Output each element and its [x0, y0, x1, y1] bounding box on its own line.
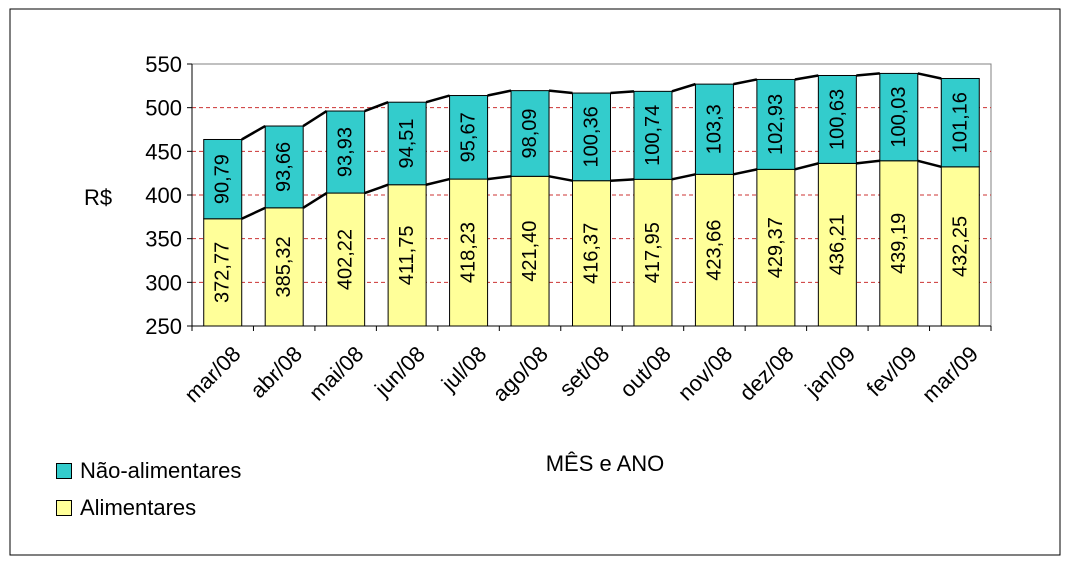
data-label-nao-alimentares: 90,79 — [212, 154, 234, 204]
series-line-total — [917, 72, 942, 80]
series-line-alimentares — [364, 183, 389, 195]
bar-nao-alimentares — [510, 90, 550, 177]
series-line-total — [364, 101, 389, 113]
data-label-nao-alimentares: 100,36 — [581, 106, 603, 167]
data-label-nao-alimentares: 94,51 — [396, 118, 418, 168]
data-label-alimentares: 418,23 — [458, 222, 480, 283]
series-line-alimentares — [425, 177, 450, 186]
data-label-alimentares: 432,25 — [949, 216, 971, 277]
bar-nao-alimentares — [572, 92, 611, 182]
series-line-total — [241, 124, 266, 141]
bar-nao-alimentares — [449, 95, 489, 180]
x-axis-label: MÊS e ANO — [546, 451, 665, 476]
data-label-alimentares: 423,66 — [703, 220, 725, 281]
data-label-nao-alimentares: 93,66 — [273, 142, 295, 192]
series-line-alimentares — [671, 173, 696, 181]
y-tick-label: 300 — [145, 270, 182, 295]
series-line-total — [548, 89, 573, 95]
series-line-alimentares — [302, 192, 328, 209]
data-label-alimentares: 402,22 — [335, 229, 357, 290]
legend-label-nao-alimentares: Não-alimentares — [80, 458, 242, 483]
data-label-alimentares: 372,77 — [212, 242, 234, 303]
bar-nao-alimentares — [817, 74, 857, 164]
bar-alimentares — [510, 175, 550, 327]
legend-label-alimentares: Alimentares — [80, 495, 197, 520]
series-line-total — [733, 78, 758, 86]
series-line-total — [487, 89, 512, 97]
bar-alimentares — [203, 218, 243, 327]
bar-alimentares — [326, 192, 366, 327]
data-label-nao-alimentares: 101,16 — [949, 92, 971, 153]
bar-alimentares — [817, 162, 857, 327]
bar-alimentares — [264, 207, 304, 327]
data-label-nao-alimentares: 100,74 — [642, 105, 664, 166]
data-label-alimentares: 411,75 — [396, 226, 418, 286]
series-line-alimentares — [917, 159, 942, 169]
bar-alimentares — [633, 178, 673, 327]
legend-item-nao-alimentares: Não-alimentares — [56, 458, 241, 484]
series-line-total — [302, 109, 328, 128]
data-label-nao-alimentares: 95,67 — [458, 112, 480, 162]
y-tick-label: 550 — [145, 52, 182, 77]
bar-alimentares — [756, 168, 796, 327]
bar-nao-alimentares — [756, 78, 796, 170]
legend-item-alimentares: Alimentares — [56, 495, 196, 521]
series-line-alimentares — [794, 162, 819, 171]
data-label-alimentares: 436,21 — [826, 214, 848, 275]
data-label-nao-alimentares: 98,09 — [519, 108, 541, 158]
y-tick-label: 250 — [145, 314, 182, 339]
data-label-alimentares: 385,32 — [273, 236, 295, 297]
data-label-alimentares: 439,19 — [888, 213, 910, 274]
series-line-total — [856, 72, 880, 77]
series-line-alimentares — [856, 159, 880, 165]
bar-nao-alimentares — [879, 72, 919, 162]
series-line-alimentares — [733, 168, 758, 176]
series-line-alimentares — [487, 175, 512, 181]
bar-alimentares — [940, 166, 980, 327]
data-label-nao-alimentares: 100,63 — [826, 89, 848, 150]
series-line-total — [425, 94, 450, 104]
y-axis-label: R$ — [84, 185, 112, 210]
bar-nao-alimentares — [940, 77, 980, 168]
y-tick-label: 450 — [145, 139, 182, 164]
bar-nao-alimentares — [264, 125, 304, 209]
bar-nao-alimentares — [203, 138, 243, 220]
y-tick-label: 350 — [145, 227, 182, 252]
bar-nao-alimentares — [694, 83, 734, 175]
data-label-alimentares: 429,37 — [765, 217, 787, 278]
data-label-alimentares: 417,95 — [642, 222, 664, 283]
series-line-total — [794, 74, 819, 81]
series-line-alimentares — [548, 175, 573, 182]
data-label-nao-alimentares: 100,03 — [888, 87, 910, 148]
data-label-nao-alimentares: 103,3 — [703, 104, 725, 154]
bar-nao-alimentares — [633, 90, 673, 180]
data-label-alimentares: 416,37 — [581, 223, 603, 284]
series-line-total — [671, 82, 696, 93]
legend-swatch-alimentares — [56, 500, 72, 516]
bar-alimentares — [387, 184, 427, 327]
series-line-total — [610, 90, 635, 95]
series-line-alimentares — [241, 206, 266, 220]
series-line-alimentares — [610, 178, 635, 182]
data-label-alimentares: 421,40 — [519, 221, 541, 282]
bar-nao-alimentares — [387, 101, 427, 186]
y-tick-label: 400 — [145, 183, 182, 208]
data-label-nao-alimentares: 93,93 — [335, 127, 357, 177]
bar-alimentares — [449, 178, 489, 327]
bar-nao-alimentares — [326, 110, 366, 194]
legend-swatch-nao-alimentares — [56, 463, 72, 479]
data-label-nao-alimentares: 102,93 — [765, 94, 787, 155]
y-tick-label: 500 — [145, 96, 182, 121]
